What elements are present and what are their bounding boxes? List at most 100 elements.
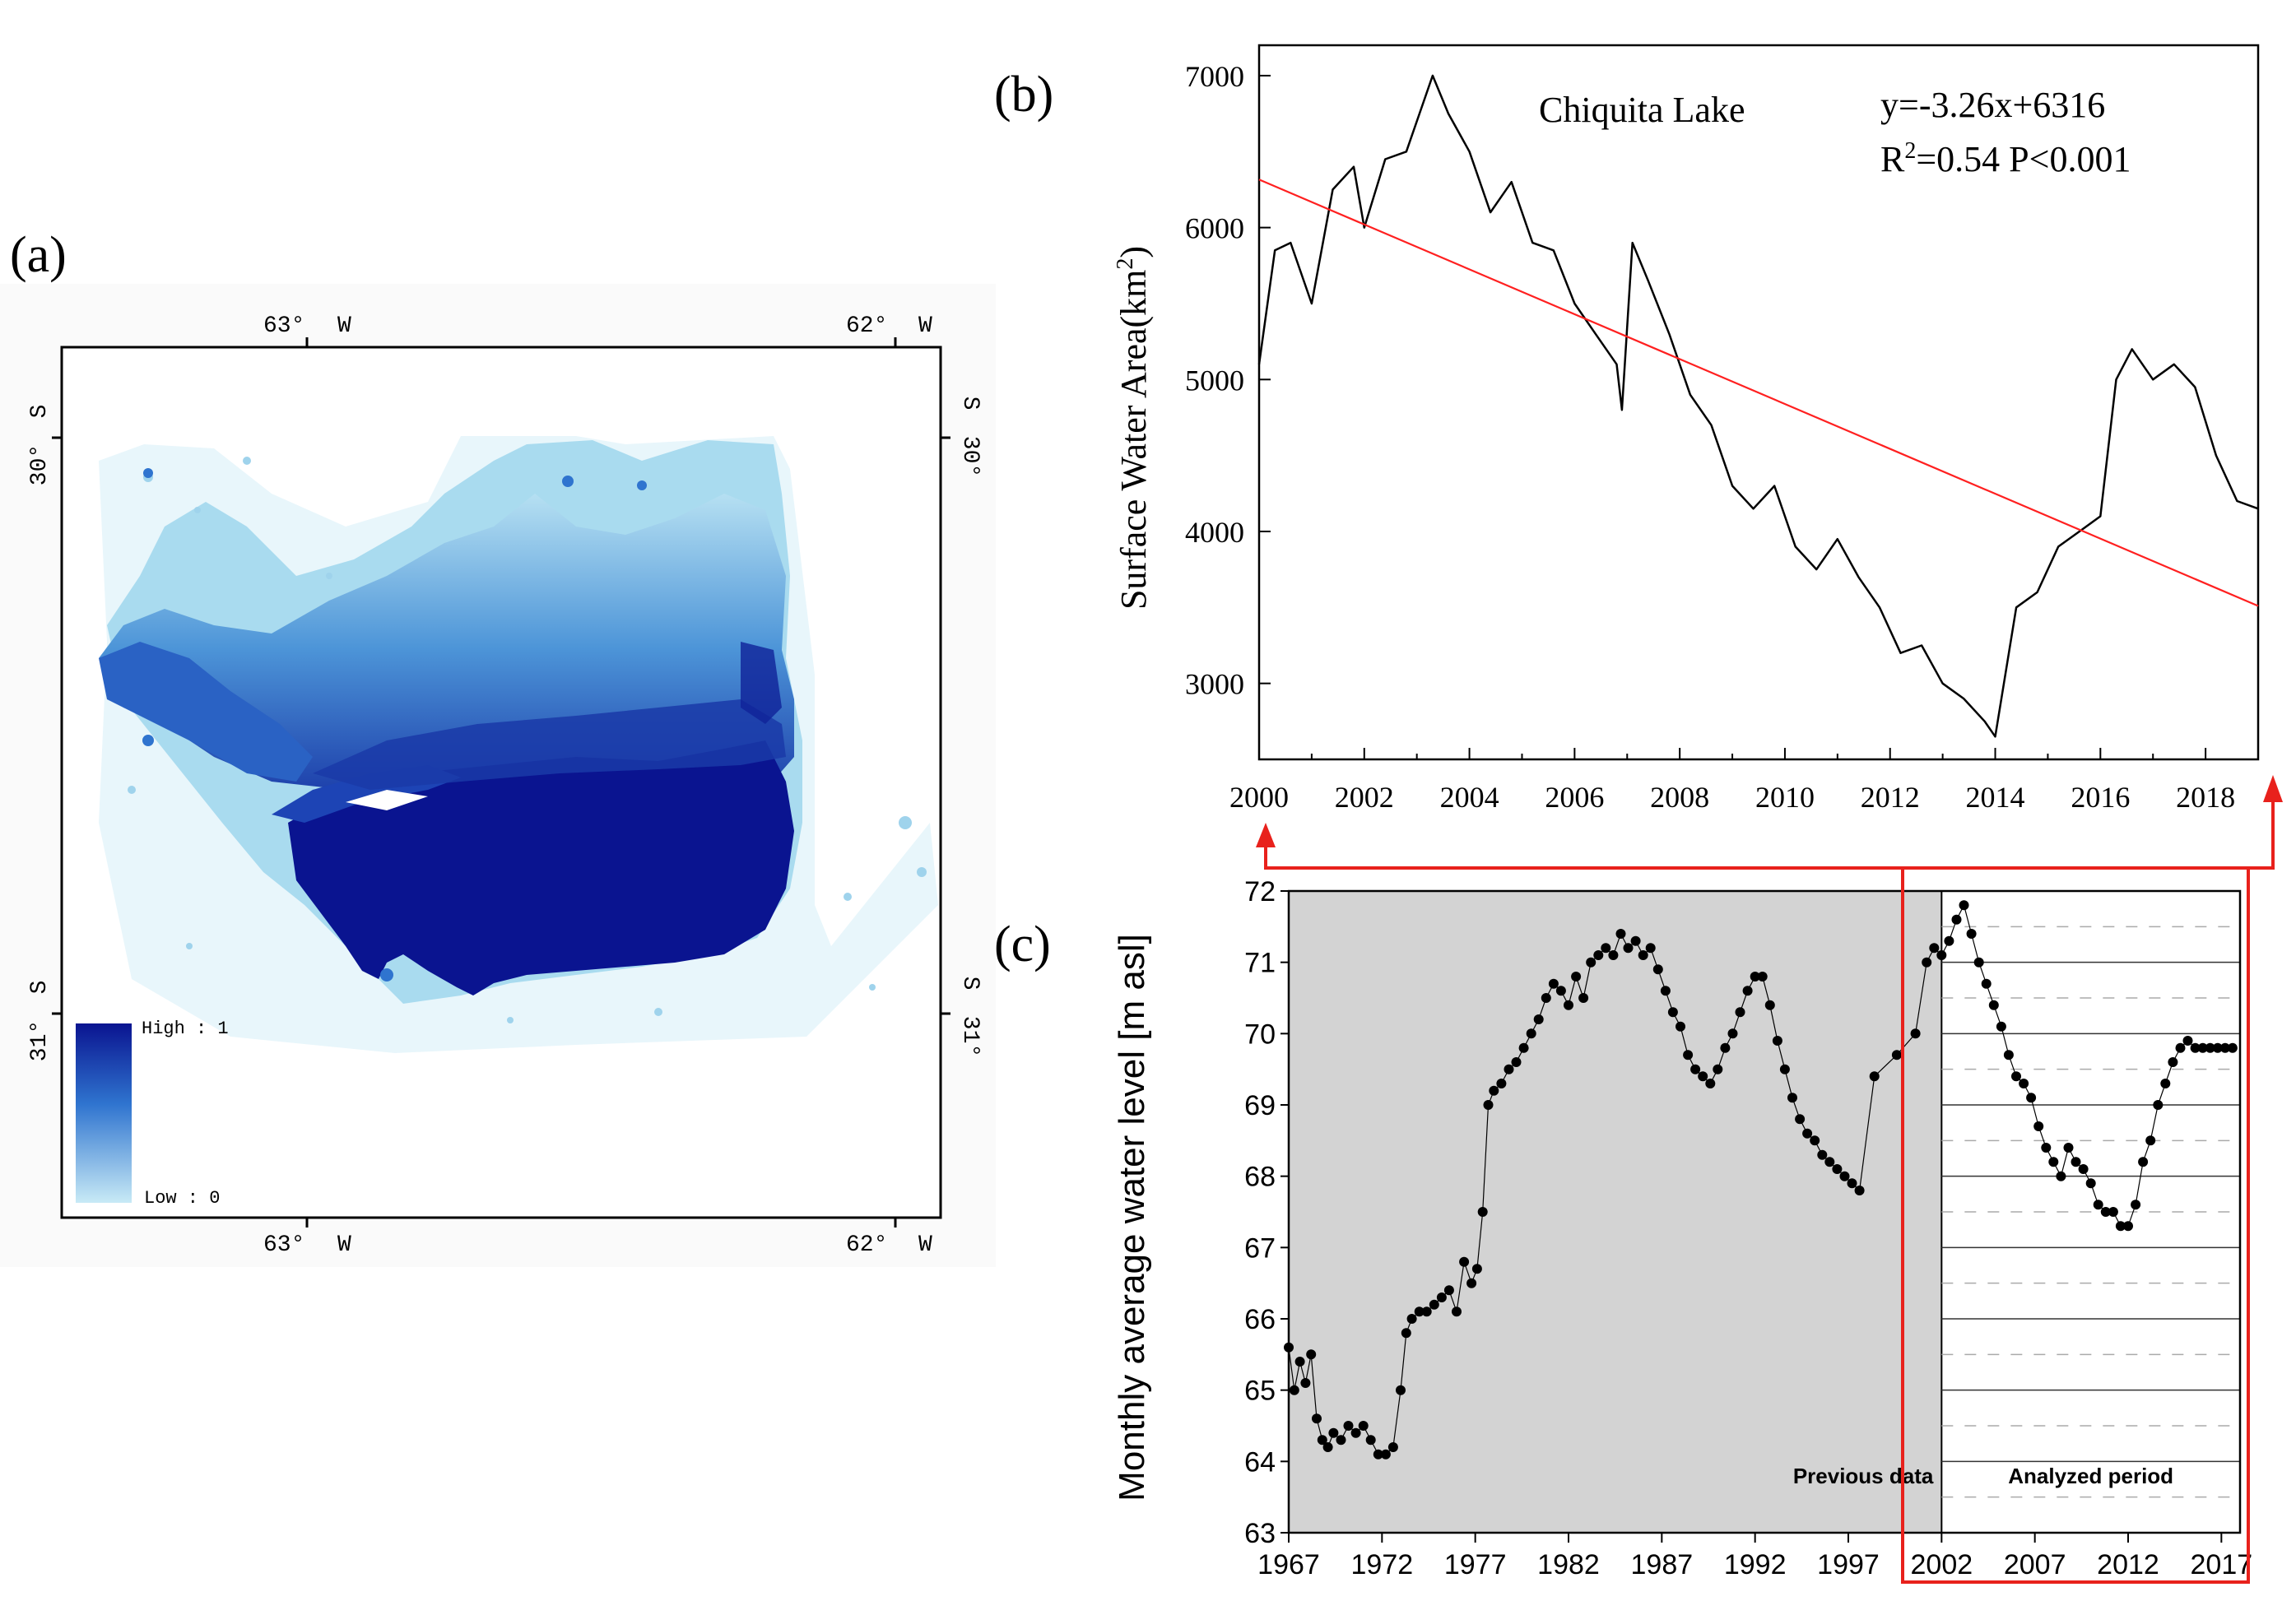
chart-b-stats-rest: =0.54 P<0.001 bbox=[1916, 139, 2131, 179]
chart-c-data-point bbox=[2085, 1178, 2096, 1189]
chart-c-data-point bbox=[2182, 1036, 2193, 1046]
chart-c-data-point bbox=[1414, 1306, 1425, 1317]
chart-b-xtick-label: 2008 bbox=[1650, 781, 1709, 814]
chart-b-xtick-label: 2010 bbox=[1755, 781, 1815, 814]
chart-c-data-point bbox=[1477, 1207, 1488, 1217]
chart-b-xtick-label: 2000 bbox=[1229, 781, 1289, 814]
chart-c-data-point bbox=[1817, 1149, 1828, 1160]
chart-c-data-point bbox=[2138, 1157, 2149, 1167]
chart-c-data-point bbox=[2100, 1207, 2111, 1217]
chart-c-data-point bbox=[1586, 957, 1597, 968]
chart-c-data-point bbox=[1683, 1050, 1694, 1060]
chart-c-data-point bbox=[1973, 957, 1984, 968]
chart-c-data-point bbox=[1489, 1085, 1499, 1096]
chart-c-data-point bbox=[1802, 1128, 1813, 1139]
chart-c-data-point bbox=[1735, 1007, 1745, 1018]
chart-c-data-point bbox=[1750, 972, 1760, 982]
chart-c-data-point bbox=[1548, 978, 1559, 989]
link-line bbox=[1264, 790, 2275, 870]
chart-c-data-point bbox=[1300, 1378, 1311, 1388]
chart-b-xtick-label: 2006 bbox=[1545, 781, 1604, 814]
chart-c-data-point bbox=[2011, 1071, 2021, 1082]
chart-c-data-point bbox=[1294, 1357, 1305, 1367]
legend-high-label: High : 1 bbox=[142, 1019, 229, 1039]
lon-hemi-bottom-63: W bbox=[337, 1232, 351, 1258]
chart-c-data-point bbox=[2019, 1079, 2029, 1088]
chart-c-data-point bbox=[1720, 1042, 1731, 1053]
chart-b-ylabel-sup: 2 bbox=[1113, 258, 1138, 270]
chart-c-data-point bbox=[1824, 1157, 1835, 1167]
chart-c-data-point bbox=[1312, 1413, 1322, 1424]
chart-c-data-point bbox=[1764, 1000, 1775, 1010]
chart-c-grid bbox=[1280, 890, 2240, 1543]
chart-c-data-point bbox=[2071, 1157, 2081, 1167]
chart-c-data-point bbox=[1847, 1178, 1857, 1189]
chart-c-data-point bbox=[2056, 1171, 2066, 1181]
chart-c-data-point bbox=[1564, 1000, 1573, 1010]
chart-c-data-point bbox=[1608, 950, 1619, 960]
chart-c-data-point bbox=[1713, 1064, 1723, 1074]
chart-b-series-group bbox=[1257, 74, 2259, 738]
chart-c-series-group bbox=[1284, 900, 2238, 1460]
chart-c-data-point bbox=[1483, 1100, 1494, 1110]
chart-c-ylabel: Monthly average water level [m asl] bbox=[1112, 934, 1152, 1501]
chart-c-data-point bbox=[2048, 1157, 2059, 1167]
chart-c-data-point bbox=[1988, 1000, 1999, 1010]
chart-b-series-fit-line bbox=[1258, 179, 2259, 607]
lon-label-bottom-62: 62° bbox=[846, 1232, 887, 1258]
legend-color-ramp bbox=[76, 1023, 132, 1203]
chart-b-r2-symbol: R bbox=[1880, 139, 1905, 179]
chart-c-xtick-label: 2007 bbox=[2004, 1549, 2066, 1580]
chart-c-data-point bbox=[1518, 1042, 1529, 1053]
chart-b-ytick-label: 6000 bbox=[1185, 212, 1244, 245]
chart-b-ylabel: Surface Water Area(km2) bbox=[1113, 246, 1154, 610]
chart-c-xtick-label: 1977 bbox=[1444, 1549, 1507, 1580]
chart-c-ytick-label: 71 bbox=[1244, 948, 1276, 979]
chart-c-data-point bbox=[2115, 1221, 2126, 1232]
chart-c-data-point bbox=[2078, 1164, 2089, 1174]
chart-c-data-point bbox=[1365, 1435, 1376, 1446]
chart-c-data-point bbox=[1322, 1442, 1333, 1452]
lat-hemi-left-30: S bbox=[27, 405, 53, 419]
panel-label-c: (c) bbox=[994, 917, 1051, 972]
lake-raster bbox=[99, 436, 938, 1053]
chart-c-data-point bbox=[1504, 1064, 1514, 1074]
chart-c-data-point bbox=[2168, 1057, 2178, 1067]
chart-c-data-point bbox=[1443, 1285, 1454, 1296]
chart-c-data-point bbox=[1959, 900, 1969, 911]
chart-c-data-point bbox=[1795, 1114, 1806, 1125]
chart-c-data-point bbox=[1981, 978, 1992, 989]
chart-b-xtick-label: 2016 bbox=[2071, 781, 2130, 814]
chart-c-data-point bbox=[1336, 1435, 1346, 1446]
chart-c-data-point bbox=[2190, 1042, 2201, 1053]
chart-c-data-point bbox=[1511, 1057, 1522, 1067]
chart-c-data-point bbox=[1289, 1385, 1299, 1395]
chart-b-xtick-label: 2014 bbox=[1966, 781, 2025, 814]
chart-c-data-point bbox=[1667, 1007, 1678, 1018]
chart-b-r2-sup: 2 bbox=[1904, 138, 1916, 164]
chart-c-data-point bbox=[1401, 1328, 1411, 1339]
chart-c-data-point bbox=[1676, 1021, 1685, 1032]
lat-label-right-31: 31° bbox=[957, 1016, 983, 1057]
chart-c-analyzed-period-label: Analyzed period bbox=[2008, 1464, 2173, 1488]
chart-c-data-point bbox=[2026, 1093, 2037, 1103]
chart-c-xtick-label: 2002 bbox=[1911, 1549, 1973, 1580]
chart-c-data-point bbox=[2063, 1143, 2074, 1153]
chart-c-previous-data-region bbox=[1289, 891, 1942, 1533]
chart-c-data-point bbox=[2093, 1200, 2103, 1210]
chart-c-data-point bbox=[1854, 1186, 1865, 1195]
chart-c-data-point bbox=[1317, 1435, 1327, 1446]
arrow-up-right bbox=[2263, 775, 2283, 802]
chart-c-data-point bbox=[1623, 943, 1634, 954]
chart-c-data-point bbox=[1652, 964, 1663, 975]
chart-c-data-point bbox=[1645, 943, 1656, 954]
chart-c-data-point bbox=[1698, 1071, 1708, 1082]
chart-b-xtick-label: 2012 bbox=[1861, 781, 1920, 814]
chart-c-data-point bbox=[2212, 1042, 2223, 1053]
chart-b-xtick-label: 2018 bbox=[2176, 781, 2235, 814]
lat-label-left-31: 31° bbox=[27, 1020, 53, 1061]
lat-hemi-right-30: S bbox=[957, 397, 983, 411]
chart-c-xtick-label: 1992 bbox=[1724, 1549, 1787, 1580]
chart-c-data-point bbox=[1891, 1050, 1902, 1060]
